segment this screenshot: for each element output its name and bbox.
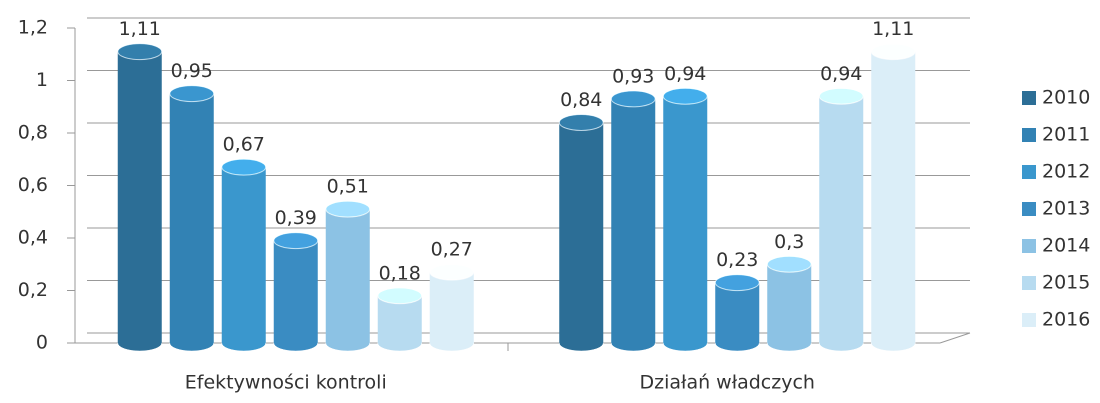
legend-swatch <box>1022 91 1036 105</box>
y-tick-label: 0 <box>36 332 48 354</box>
bar <box>325 209 370 343</box>
bar <box>767 264 812 343</box>
legend-swatch <box>1022 165 1036 179</box>
data-label: 0,67 <box>223 134 265 156</box>
bar <box>117 51 162 343</box>
data-label: 0,94 <box>664 63 706 85</box>
y-tick-label: 0,8 <box>18 122 48 144</box>
bar <box>663 96 708 343</box>
data-label: 1,11 <box>872 18 914 40</box>
bar <box>611 98 656 343</box>
bar-top <box>558 114 604 131</box>
y-tick-label: 0,4 <box>18 227 48 249</box>
data-label: 0,18 <box>379 262 421 284</box>
legend-label: 2013 <box>1042 198 1090 220</box>
legend-swatch <box>1022 202 1036 216</box>
floor-side <box>939 332 971 344</box>
legend-label: 2010 <box>1042 87 1090 109</box>
bar-top <box>117 43 163 61</box>
bar-top <box>377 287 423 305</box>
bar <box>273 240 318 343</box>
bar-top <box>429 263 475 281</box>
legend-label: 2011 <box>1042 124 1090 146</box>
data-label: 1,11 <box>119 18 161 40</box>
data-label: 0,23 <box>716 249 758 271</box>
bar <box>715 282 760 343</box>
data-label: 0,93 <box>612 65 654 87</box>
data-label: 0,39 <box>275 207 317 229</box>
legend-swatch <box>1022 239 1036 253</box>
legend-label: 2015 <box>1042 272 1090 294</box>
data-label: 0,94 <box>820 63 862 85</box>
data-label: 0,95 <box>171 60 213 82</box>
data-label: 0,51 <box>327 176 369 198</box>
bar <box>169 93 214 343</box>
bar-top <box>169 85 215 103</box>
y-tick-label: 0,6 <box>18 174 48 196</box>
y-tick-label: 1 <box>36 69 48 91</box>
y-tick-label: 1,2 <box>18 17 48 39</box>
bar-top <box>221 158 267 176</box>
bar <box>819 96 864 343</box>
data-label: 0,3 <box>774 231 804 253</box>
bar <box>559 122 604 343</box>
bar-top <box>662 87 708 105</box>
x-tick-label: Działań władczych <box>640 372 815 394</box>
bar-top <box>714 274 760 292</box>
legend-label: 2014 <box>1042 235 1090 257</box>
y-tick-label: 0,2 <box>18 279 48 301</box>
bar-top <box>766 255 812 273</box>
bar-top <box>610 90 656 108</box>
bar-top <box>870 43 916 61</box>
bar-top <box>818 87 864 105</box>
legend-swatch <box>1022 128 1036 142</box>
legend-swatch <box>1022 276 1036 290</box>
bar-top <box>273 232 319 250</box>
legend-label: 2016 <box>1042 309 1090 331</box>
bar <box>429 272 474 343</box>
legend-label: 2012 <box>1042 161 1090 183</box>
bar-top <box>325 200 371 218</box>
data-label: 0,27 <box>431 239 473 261</box>
bar <box>871 51 916 343</box>
x-tick-label: Efektywności kontroli <box>185 372 387 394</box>
legend-swatch <box>1022 313 1036 327</box>
bar <box>221 167 266 343</box>
data-label: 0,84 <box>560 89 602 111</box>
